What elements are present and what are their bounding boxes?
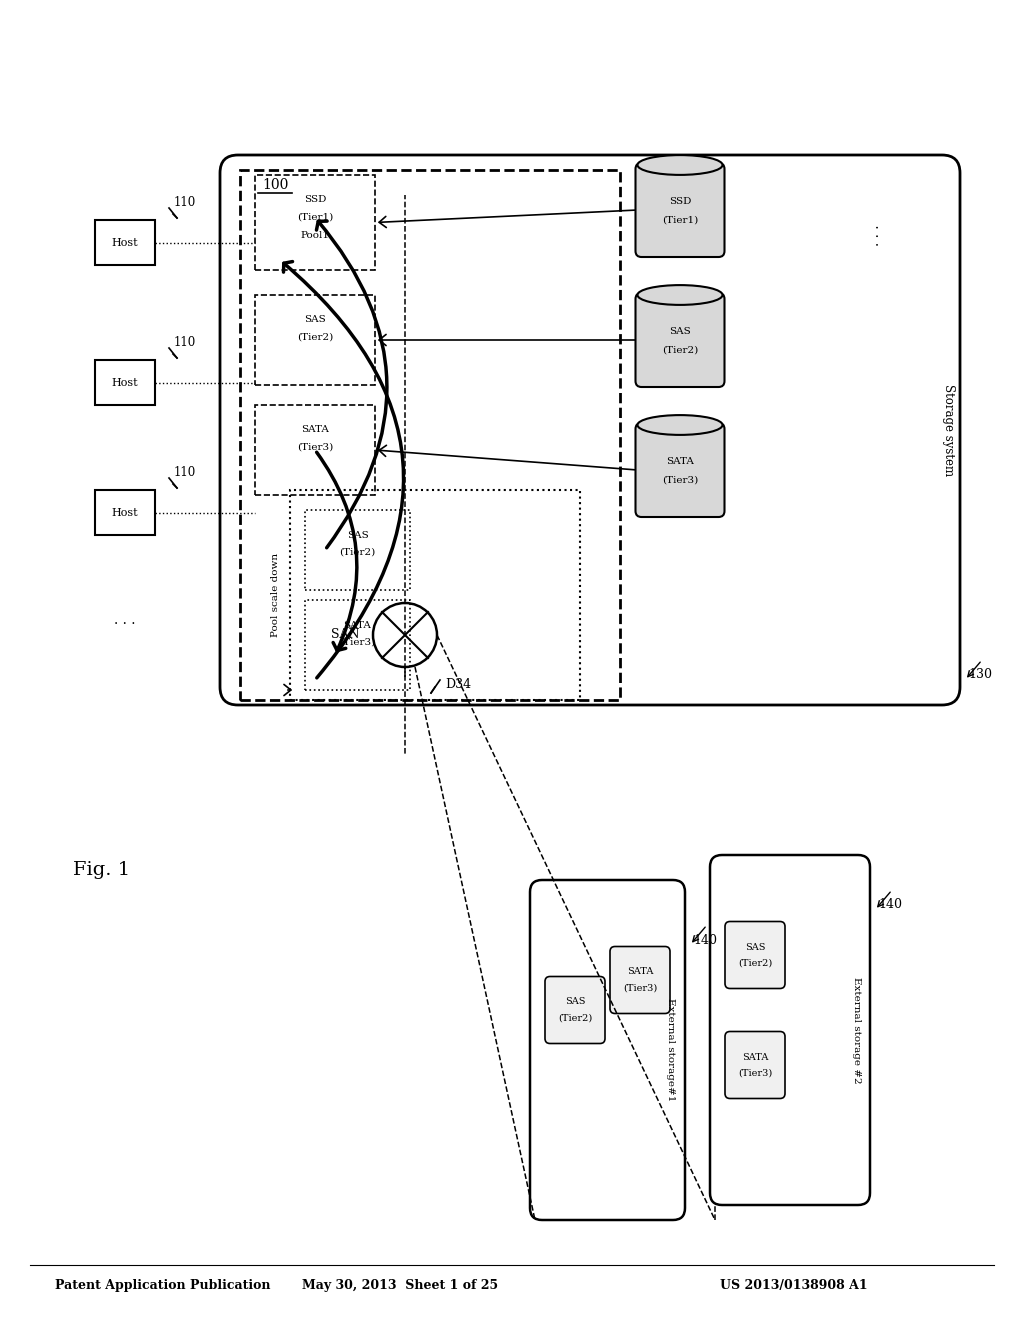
Bar [255,405,375,495]
Text: (Tier2): (Tier2) [339,548,376,557]
Text: (Tier3): (Tier3) [662,475,698,484]
Text: Patent Application Publication: Patent Application Publication [55,1279,270,1291]
Bar [255,294,375,385]
Text: 110: 110 [174,335,197,348]
Text: (Tier1): (Tier1) [297,213,333,222]
Text: Host: Host [112,507,138,517]
Text: . . .: . . . [115,612,136,627]
Bar [255,176,375,271]
Text: Host: Host [112,378,138,388]
Ellipse shape [638,285,723,305]
Text: D34: D34 [445,678,471,692]
Text: . . .: . . . [868,224,882,246]
Text: SATA: SATA [741,1052,768,1061]
Text: Pool1: Pool1 [300,231,330,239]
Text: SSD: SSD [669,198,691,206]
Text: May 30, 2013  Sheet 1 of 25: May 30, 2013 Sheet 1 of 25 [302,1279,498,1291]
Text: 140: 140 [878,899,902,912]
Text: Pool scale down: Pool scale down [271,553,281,638]
Text: SATA: SATA [627,968,653,977]
Bar [95,360,155,405]
FancyBboxPatch shape [636,162,725,257]
Text: SAS: SAS [565,998,586,1006]
Text: SATA: SATA [301,425,329,434]
Text: 100: 100 [262,178,288,191]
Text: SATA: SATA [344,620,372,630]
Text: SAS: SAS [304,315,326,325]
Text: SAS: SAS [744,942,765,952]
FancyBboxPatch shape [725,921,785,989]
Bar [240,170,620,700]
Ellipse shape [638,154,723,176]
Text: External storage#1: External storage#1 [667,998,676,1102]
Text: Fig. 1: Fig. 1 [73,861,130,879]
FancyBboxPatch shape [610,946,670,1014]
Text: SAN: SAN [332,628,360,642]
Text: (Tier2): (Tier2) [558,1014,592,1023]
Text: SATA: SATA [666,458,694,466]
FancyBboxPatch shape [725,1031,785,1098]
Text: 110: 110 [174,195,197,209]
Bar [95,220,155,265]
Text: (Tier3): (Tier3) [623,983,657,993]
Text: US 2013/0138908 A1: US 2013/0138908 A1 [720,1279,867,1291]
Text: (Tier2): (Tier2) [297,333,333,342]
FancyBboxPatch shape [636,422,725,517]
FancyBboxPatch shape [636,293,725,387]
Text: External storage #2: External storage #2 [852,977,860,1084]
Text: Host: Host [112,238,138,248]
Text: 110: 110 [174,466,197,479]
Bar [290,490,580,700]
Text: SAS: SAS [669,327,691,337]
Text: (Tier3): (Tier3) [738,1068,772,1077]
Text: SSD: SSD [304,195,327,205]
Text: (Tier2): (Tier2) [738,958,772,968]
Text: 140: 140 [693,933,717,946]
Bar [305,601,410,690]
Bar [305,510,410,590]
Text: (Tier3): (Tier3) [297,442,333,451]
Bar [95,490,155,535]
Ellipse shape [638,414,723,434]
Text: (Tier3): (Tier3) [339,638,376,647]
FancyBboxPatch shape [545,977,605,1044]
Text: (Tier2): (Tier2) [662,346,698,355]
Text: 130: 130 [968,668,992,681]
Text: (Tier1): (Tier1) [662,215,698,224]
Text: SAS: SAS [347,531,369,540]
Text: Storage system: Storage system [941,384,954,477]
